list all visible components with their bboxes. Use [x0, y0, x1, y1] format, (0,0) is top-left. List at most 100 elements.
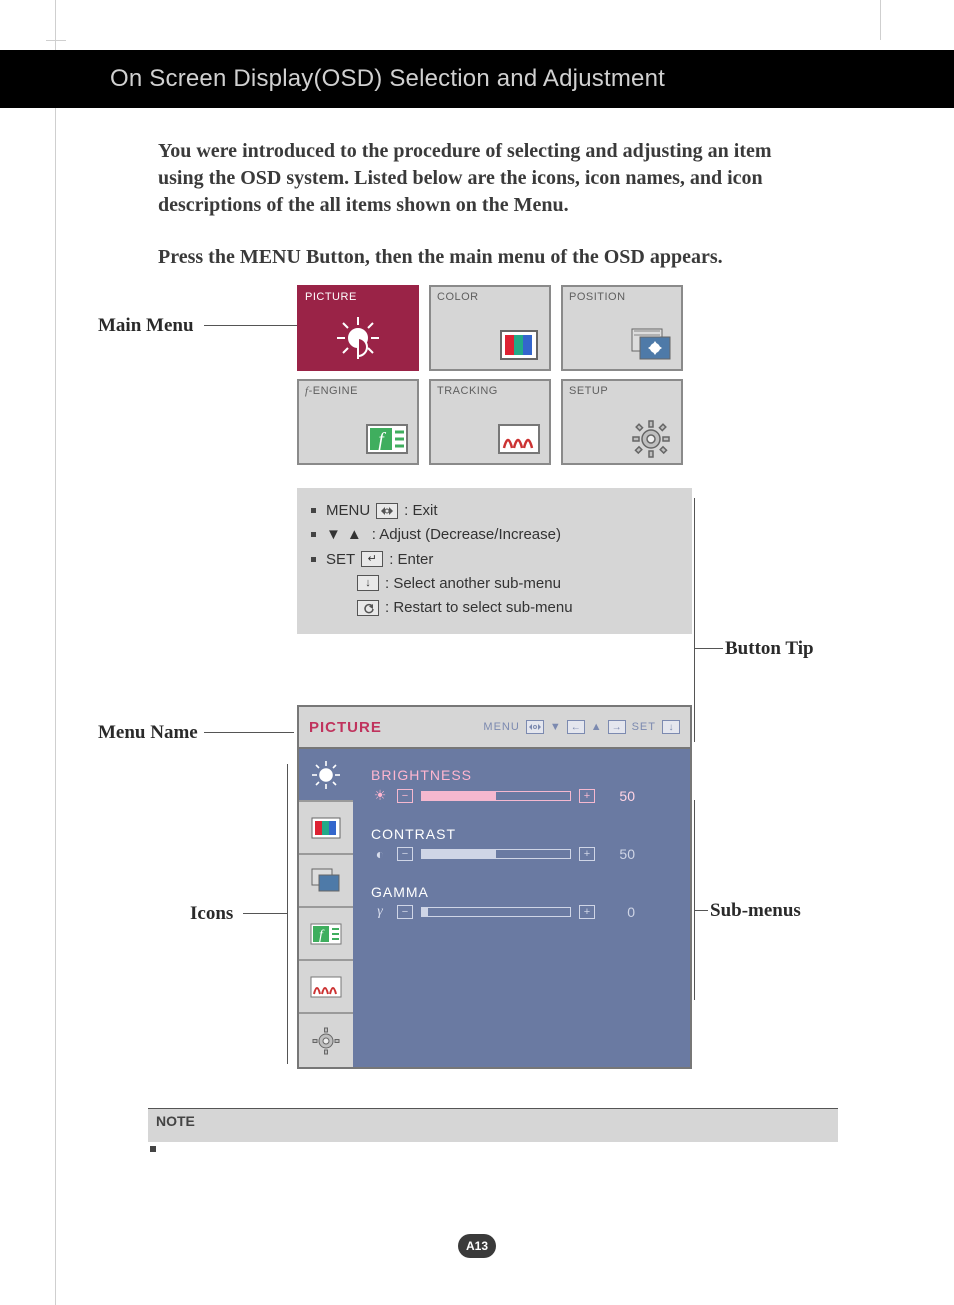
osd-preview: PICTURE MENU ▼ ← ▲ → SET ↓ — [297, 705, 692, 1069]
submenu-value: 50 — [603, 788, 635, 804]
down-triangle-icon: ▼ — [326, 523, 341, 546]
press-instruction: Press the MENU Button, then the main men… — [158, 246, 798, 269]
tip-row: : Restart to select sub-menu — [311, 596, 678, 619]
bullet-icon — [150, 1146, 156, 1152]
plus-button[interactable]: + — [579, 847, 595, 861]
tip-row: SET ↵ : Enter — [311, 548, 678, 571]
bracket-line — [287, 764, 288, 1064]
slider-fill — [422, 850, 496, 858]
osd-side-setup[interactable] — [299, 1014, 353, 1067]
down-hint-icon: ↓ — [662, 720, 680, 734]
tip-row: MENU : Exit — [311, 499, 678, 522]
hint-set: SET — [632, 721, 656, 733]
gamma-icon: γ — [371, 904, 389, 920]
up-triangle-icon: ▲ — [591, 721, 602, 733]
bracket-line — [243, 913, 287, 914]
page-title: On Screen Display(OSD) Selection and Adj… — [110, 65, 665, 93]
slider-track[interactable] — [421, 849, 571, 859]
bracket-line — [694, 498, 695, 742]
sun-icon: ☀ — [371, 787, 389, 804]
left-hint-icon: ← — [567, 720, 585, 734]
page-number-badge: A13 — [458, 1234, 496, 1258]
fengine-icon: f — [310, 923, 342, 945]
note-bar: NOTE — [148, 1108, 838, 1142]
label-button-tip: Button Tip — [725, 638, 814, 660]
page-margin-rule — [55, 0, 56, 1305]
osd-side-brightness[interactable] — [299, 749, 353, 802]
tile-label: SETUP — [569, 385, 608, 397]
main-menu-tile-tracking[interactable]: TRACKING — [429, 379, 551, 465]
plus-button[interactable]: + — [579, 905, 595, 919]
bracket-line — [694, 800, 695, 1000]
tip-row: ▼ ▲ : Adjust (Decrease/Increase) — [311, 523, 678, 546]
label-main-menu: Main Menu — [98, 315, 194, 337]
osd-side-engine[interactable]: f — [299, 908, 353, 961]
minus-button[interactable]: − — [397, 847, 413, 861]
submenu-value: 0 — [603, 904, 635, 920]
plus-button[interactable]: + — [579, 789, 595, 803]
brightness-icon — [311, 760, 341, 790]
main-menu-tile-position[interactable]: POSITION — [561, 285, 683, 371]
bullet-icon — [311, 532, 316, 537]
leader-line — [204, 732, 294, 733]
osd-side-position[interactable] — [299, 855, 353, 908]
submenu-value: 50 — [603, 846, 635, 862]
tip-text: : Enter — [389, 548, 433, 571]
enter-key-icon: ↵ — [361, 551, 383, 567]
osd-side-color[interactable] — [299, 802, 353, 855]
slider-track[interactable] — [421, 907, 571, 917]
contrast-icon: ◐ — [371, 846, 389, 862]
tile-label: POSITION — [569, 291, 626, 303]
down-triangle-icon: ▼ — [550, 721, 561, 733]
rgb-icon — [495, 325, 543, 365]
osd-menu-name: PICTURE — [309, 719, 382, 736]
submenu-name: CONTRAST — [371, 826, 676, 842]
slider-fill — [422, 908, 428, 916]
minus-button[interactable]: − — [397, 905, 413, 919]
submenu-name: BRIGHTNESS — [371, 767, 676, 783]
button-tip-panel: MENU : Exit ▼ ▲ : Adjust (Decrease/Incre… — [297, 488, 692, 634]
position-icon — [627, 325, 675, 365]
tile-label: TRACKING — [437, 385, 498, 397]
leader-line — [204, 325, 297, 326]
osd-sidebar: f — [299, 749, 353, 1067]
bracket-line — [695, 648, 723, 649]
right-hint-icon: → — [608, 720, 626, 734]
hint-menu: MENU — [483, 721, 519, 733]
tile-label: PICTURE — [305, 291, 357, 303]
submenu-gamma[interactable]: GAMMA γ − + 0 — [371, 884, 676, 920]
tracking-icon — [495, 419, 543, 459]
bracket-line — [695, 910, 708, 911]
tip-text: : Adjust (Decrease/Increase) — [372, 523, 561, 546]
crop-mark-right — [880, 0, 881, 40]
tip-row: ↓ : Select another sub-menu — [311, 572, 678, 595]
osd-header-hints: MENU ▼ ← ▲ → SET ↓ — [483, 720, 680, 734]
cycle-key-icon — [357, 600, 379, 616]
tip-left: SET — [326, 548, 355, 571]
label-icons: Icons — [190, 903, 233, 925]
page-number: A13 — [466, 1239, 488, 1253]
intro-paragraph: You were introduced to the procedure of … — [158, 138, 778, 219]
main-menu-tile-engine[interactable]: f-ENGINE f — [297, 379, 419, 465]
osd-header: PICTURE MENU ▼ ← ▲ → SET ↓ — [299, 707, 690, 749]
tracking-icon — [310, 976, 342, 998]
osd-side-tracking[interactable] — [299, 961, 353, 1014]
fengine-icon: f — [363, 419, 411, 459]
label-sub-menus: Sub-menus — [710, 900, 801, 922]
position-icon — [310, 868, 342, 894]
slider-track[interactable] — [421, 791, 571, 801]
main-menu-tile-color[interactable]: COLOR — [429, 285, 551, 371]
main-menu-tile-picture[interactable]: PICTURE — [297, 285, 419, 371]
submenu-contrast[interactable]: CONTRAST ◐ − + 50 — [371, 826, 676, 862]
tip-text: : Restart to select sub-menu — [385, 596, 573, 619]
submenu-name: GAMMA — [371, 884, 676, 900]
osd-main-panel: BRIGHTNESS ☀ − + 50 CONTRAST ◐ − — [353, 749, 690, 1067]
submenu-brightness[interactable]: BRIGHTNESS ☀ − + 50 — [371, 767, 676, 804]
gear-icon — [627, 419, 675, 459]
main-menu-grid: PICTURE COLOR POSITION f-ENGINE f — [297, 285, 683, 465]
tile-label: COLOR — [437, 291, 479, 303]
main-menu-tile-setup[interactable]: SETUP — [561, 379, 683, 465]
minus-button[interactable]: − — [397, 789, 413, 803]
slider-fill — [422, 792, 496, 800]
exit-hint-icon — [526, 720, 544, 734]
